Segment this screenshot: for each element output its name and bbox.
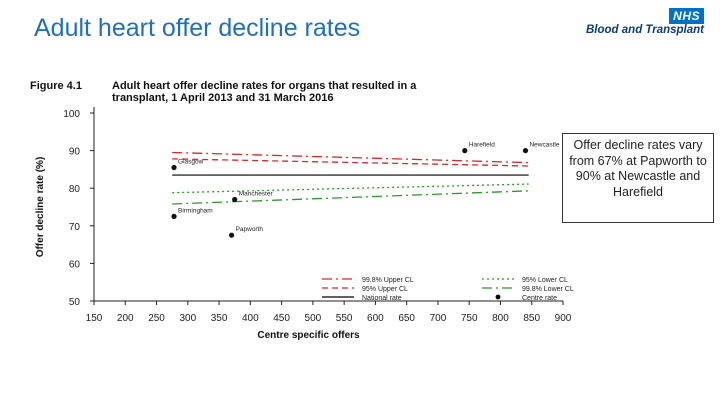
centre-point-manchester: [232, 196, 238, 203]
centre-point-newcastle: [522, 148, 529, 154]
x-tick-label: 800: [492, 313, 509, 324]
legend-label: 95% Upper CL: [362, 286, 408, 293]
centre-label-papworth: Papworth: [236, 226, 264, 233]
x-tick-label: 900: [555, 313, 572, 324]
centre-label-glasgow: Glasgow: [178, 159, 204, 166]
x-tick-label: 400: [242, 313, 259, 324]
control-limit-line-0: [172, 151, 529, 164]
centre-label-harefield: Harefield: [469, 142, 495, 149]
nhs-org-name: Blood and Transplant: [586, 24, 704, 36]
x-tick-label: 450: [273, 313, 290, 324]
slide-title: Adult heart offer decline rates: [34, 14, 361, 42]
y-tick-label: 100: [63, 109, 80, 120]
control-limit-line-3: [172, 190, 529, 205]
x-tick-label: 300: [179, 313, 196, 324]
nhs-badge: NHS: [669, 8, 704, 24]
callout-box: Offer decline rates vary from 67% at Pap…: [562, 133, 714, 223]
legend-label: 99.8% Upper CL: [362, 277, 414, 284]
x-tick-label: 700: [430, 313, 447, 324]
y-tick-label: 90: [69, 147, 81, 158]
legend-label: 99.8% Lower CL: [522, 286, 574, 293]
control-limit-line-1: [172, 158, 529, 167]
y-tick-label: 80: [69, 184, 81, 195]
x-tick-label: 150: [86, 313, 103, 324]
control-limit-line-2: [172, 183, 529, 194]
centre-point-glasgow: [171, 164, 177, 171]
centre-point-birmingham: [171, 213, 177, 219]
y-tick-label: 50: [69, 297, 81, 308]
x-tick-label: 200: [117, 313, 134, 324]
legend-swatch-point: [495, 294, 501, 300]
x-tick-label: 350: [211, 313, 228, 324]
legend-label: National rate: [362, 295, 402, 302]
centre-label-newcastle: Newcastle: [529, 142, 559, 149]
legend-label: 95% Lower CL: [522, 277, 568, 284]
centre-label-birmingham: Birmingham: [178, 207, 213, 214]
callout-text: Offer decline rates vary from 67% at Pap…: [569, 138, 707, 199]
x-tick-label: 750: [461, 313, 478, 324]
y-axis-title: Offer decline rate (%): [35, 157, 46, 258]
y-tick-label: 70: [69, 222, 81, 233]
nhs-logo: NHS Blood and Transplant: [554, 8, 704, 42]
x-tick-label: 850: [523, 313, 540, 324]
figure-title: Adult heart offer decline rates for orga…: [112, 80, 417, 104]
centre-label-manchester: Manchester: [239, 190, 274, 197]
x-tick-label: 650: [398, 313, 415, 324]
x-tick-label: 600: [367, 313, 384, 324]
centre-point-papworth: [228, 232, 235, 238]
figure-number: Figure 4.1: [30, 80, 82, 92]
x-tick-label: 500: [305, 313, 322, 324]
x-tick-label: 550: [336, 313, 353, 324]
x-tick-label: 250: [148, 313, 165, 324]
y-tick-label: 60: [69, 259, 81, 270]
x-axis-title: Centre specific offers: [257, 330, 360, 341]
legend-label: Centre rate: [522, 295, 557, 302]
centre-point-harefield: [462, 148, 468, 154]
